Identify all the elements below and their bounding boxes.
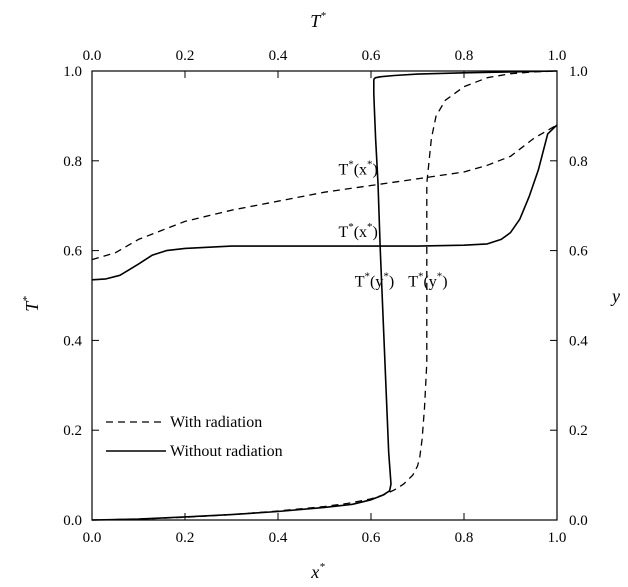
bottom-tick-label: 0.2 xyxy=(176,530,195,546)
right-tick-label: 0.0 xyxy=(569,513,588,529)
series-line-with-radiation-t-vs-x xyxy=(91,124,558,261)
top-axis-title: T* xyxy=(310,10,326,31)
top-tick-label: 0.6 xyxy=(362,48,381,64)
top-tick-label: 0.4 xyxy=(269,48,288,64)
curve-annotation: T*(x*) xyxy=(338,158,377,178)
legend: With radiation Without radiation xyxy=(106,414,283,460)
series-line-without-radiation-y-vs-t xyxy=(91,70,558,521)
left-tick-label: 1.0 xyxy=(63,64,82,80)
right-axis-title: y xyxy=(610,286,620,306)
left-tick-label: 0.4 xyxy=(63,333,82,349)
curve-annotation: T*(y*) xyxy=(355,271,394,291)
left-tick-label: 0.2 xyxy=(63,423,82,439)
legend-label-with-radiation: With radiation xyxy=(170,414,262,431)
top-tick-label: 1.0 xyxy=(548,48,567,64)
top-tick-label: 0.0 xyxy=(83,48,102,64)
left-axis-title: T* xyxy=(21,296,42,312)
bottom-tick-label: 0.6 xyxy=(362,530,381,546)
annotations-layer: T*(x*) T*(x*) T*(y*) T*(y*) xyxy=(338,158,447,290)
top-tick-label: 0.8 xyxy=(455,48,474,64)
bottom-tick-label: 0.4 xyxy=(269,530,288,546)
series-line-without-radiation-t-vs-x xyxy=(91,124,558,281)
plot-frame xyxy=(91,70,558,521)
curve-annotation: T*(y*) xyxy=(408,271,447,291)
bottom-axis-title: x* xyxy=(310,561,325,582)
bottom-tick-label: 1.0 xyxy=(548,530,567,546)
right-tick-label: 0.6 xyxy=(569,244,588,260)
series-line-with-radiation-y-vs-t xyxy=(91,70,558,521)
right-tick-label: 0.8 xyxy=(569,154,588,170)
series-layer xyxy=(91,70,558,521)
ticks-layer: 0.00.00.0 0.00.20.20.2 0.20.40.40.4 0.40.60… xyxy=(63,48,588,546)
right-tick-label: 0.4 xyxy=(569,333,588,349)
left-tick-label: 0.6 xyxy=(63,244,82,260)
left-tick-label: 0.8 xyxy=(63,154,82,170)
top-tick-label: 0.2 xyxy=(176,48,195,64)
left-tick-label: 0.0 xyxy=(63,513,82,529)
right-tick-label: 0.2 xyxy=(569,423,588,439)
right-tick-label: 1.0 xyxy=(569,64,588,80)
legend-label-without-radiation: Without radiation xyxy=(170,443,283,460)
curve-annotation: T*(x*) xyxy=(338,221,377,241)
bottom-tick-label: 0.0 xyxy=(83,530,102,546)
bottom-tick-label: 0.8 xyxy=(455,530,474,546)
